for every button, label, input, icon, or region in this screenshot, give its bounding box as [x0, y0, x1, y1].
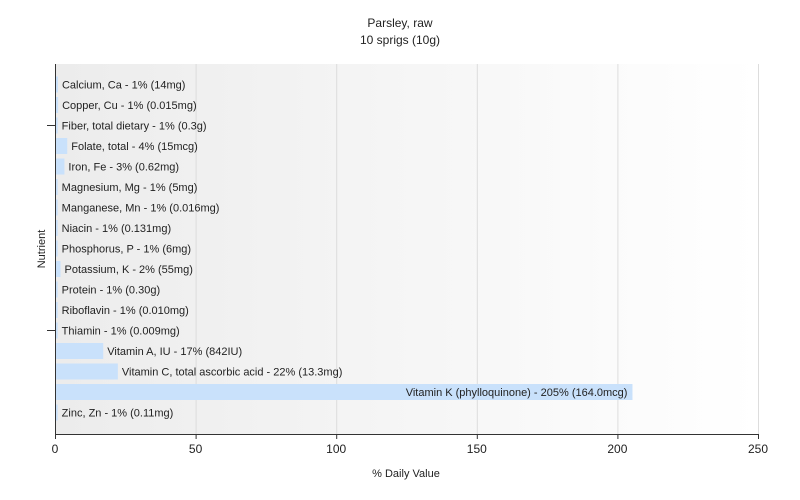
bar-label: Potassium, K - 2% (55mg) [64, 264, 192, 276]
x-tick-label: 200 [607, 442, 627, 456]
bar [56, 220, 58, 236]
bar-label: Protein - 1% (0.30g) [62, 285, 160, 297]
bars: Calcium, Ca - 1% (14mg) Copper, Cu - 1% (… [56, 76, 633, 421]
bar-label: Calcium, Ca - 1% (14mg) [62, 80, 185, 92]
bar [56, 138, 68, 154]
bar [56, 117, 58, 134]
bar-label: Thiamin - 1% (0.009mg) [62, 326, 180, 338]
bar-label: Riboflavin - 1% (0.010mg) [62, 305, 189, 317]
bar-label: Vitamin C, total ascorbic acid - 22% (13… [122, 367, 343, 379]
axes: 0 50 100 150 200 250 [47, 64, 768, 456]
bar [56, 240, 58, 257]
bar [56, 384, 633, 400]
grid-lines [195, 64, 759, 434]
bar [56, 97, 59, 113]
x-tick-label: 150 [467, 442, 487, 456]
bar-label: Manganese, Mn - 1% (0.016mg) [62, 203, 220, 215]
bar [56, 179, 58, 195]
bar-label: Vitamin K (phylloquinone) - 205% (164.0m… [406, 387, 628, 399]
bar-label: Fiber, total dietary - 1% (0.3g) [62, 121, 207, 133]
chart-title: Parsley, raw [367, 16, 432, 30]
bar-label: Magnesium, Mg - 1% (5mg) [62, 182, 198, 194]
bar-label: Phosphorus, P - 1% (6mg) [62, 244, 191, 256]
y-axis-label: Nutrient [36, 230, 48, 269]
bar [56, 404, 58, 421]
bar [56, 76, 58, 93]
x-tick-label: 0 [52, 442, 59, 456]
bar-label: Vitamin A, IU - 17% (842IU) [107, 346, 242, 358]
plot-background [55, 64, 758, 434]
x-axis-label: % Daily Value [372, 468, 440, 480]
bar [56, 261, 61, 277]
x-tick-label: 250 [748, 442, 768, 456]
bar [56, 322, 58, 339]
x-tick-label: 100 [326, 442, 346, 456]
bar-label: Zinc, Zn - 1% (0.11mg) [62, 408, 174, 420]
bar [56, 281, 58, 298]
bar [56, 343, 104, 359]
bar [56, 363, 118, 380]
bar [56, 158, 65, 175]
bar-label: Copper, Cu - 1% (0.015mg) [62, 100, 197, 112]
bar-label: Niacin - 1% (0.131mg) [62, 223, 171, 235]
x-tick-label: 50 [189, 442, 203, 456]
chart-subtitle: 10 sprigs (10g) [360, 33, 440, 47]
bar-label: Iron, Fe - 3% (0.62mg) [68, 162, 179, 174]
bar-label: Folate, total - 4% (15mcg) [71, 141, 198, 153]
bar [56, 302, 58, 318]
bar [56, 199, 58, 216]
